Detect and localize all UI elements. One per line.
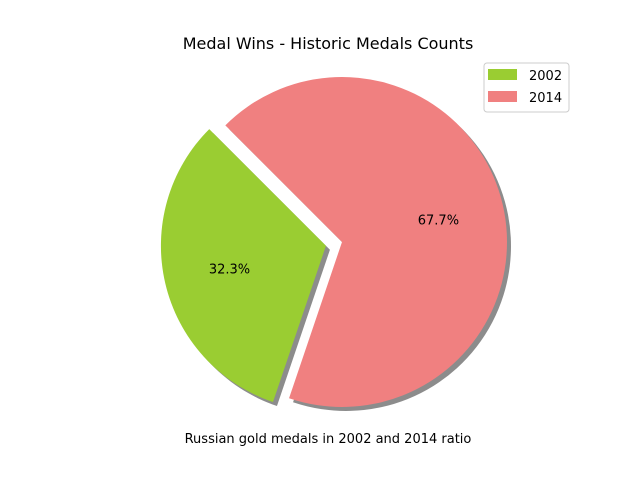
legend-swatch-2002 (488, 69, 517, 80)
pie-labels: 32.3% 67.7% (209, 213, 459, 277)
pie-label-2014: 67.7% (418, 213, 459, 228)
legend: 2002 2014 (483, 62, 570, 113)
legend-swatch-2014 (488, 91, 517, 102)
pie-label-2002: 32.3% (209, 262, 250, 277)
legend-label-2002: 2002 (529, 69, 562, 84)
legend-label-2014: 2014 (529, 91, 562, 106)
pie-slices (160, 76, 508, 407)
x-axis-label: Russian gold medals in 2002 and 2014 rat… (185, 432, 472, 447)
pie-slice-2014 (225, 76, 508, 407)
pie-slice-2002 (160, 129, 326, 403)
chart-title: Medal Wins - Historic Medals Counts (183, 34, 474, 53)
